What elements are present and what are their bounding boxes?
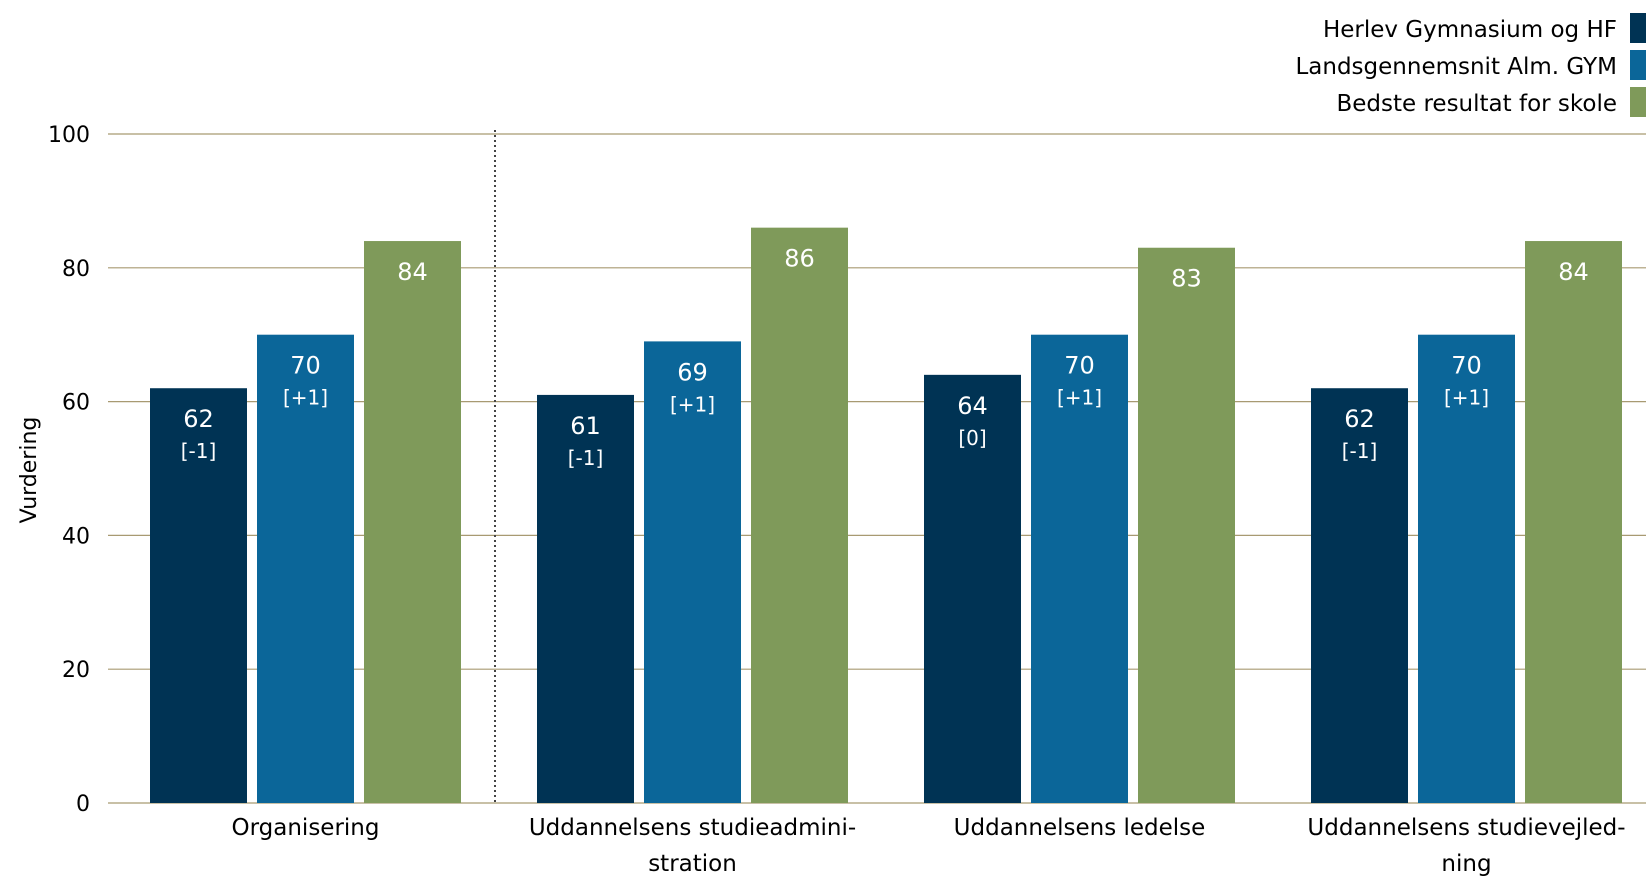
bar-value-label: 83 xyxy=(1171,265,1202,293)
bar xyxy=(1418,334,1515,803)
x-axis-category-labels: Organisering Uddannelsens studieadmini-st… xyxy=(232,815,1626,877)
bar-value-label: 61 xyxy=(570,412,601,440)
legend-swatch xyxy=(1630,13,1646,43)
bar-value-label: 64 xyxy=(957,392,988,420)
y-axis-label: Vurdering xyxy=(17,417,42,524)
bar-change-label: [+1] xyxy=(670,392,715,416)
bar xyxy=(257,334,354,803)
x-category-label: stration xyxy=(648,851,737,877)
bar-change-label: [0] xyxy=(958,426,986,450)
x-category-label: Uddannelsens studieadmini- xyxy=(529,815,856,841)
bar xyxy=(1311,388,1408,803)
bars: 62 [-1] 70 [+1] 84 61 [-1] 69 [+1] 86 64 [0] 70 [+1] 8… xyxy=(150,227,1622,804)
bar xyxy=(537,394,634,803)
bar xyxy=(364,241,461,804)
bar-value-label: 62 xyxy=(1344,405,1375,433)
x-category-label: Uddannelsens ledelse xyxy=(954,815,1206,841)
bar-change-label: [-1] xyxy=(181,439,217,463)
bar-value-label: 70 xyxy=(290,352,321,380)
bar-change-label: [-1] xyxy=(1342,439,1378,463)
y-tick-label: 80 xyxy=(62,257,90,282)
legend-swatch xyxy=(1630,50,1646,80)
bar-change-label: [+1] xyxy=(1444,386,1489,410)
x-category-label: Organisering xyxy=(232,815,380,841)
bar-value-label: 70 xyxy=(1064,352,1095,380)
y-tick-label: 60 xyxy=(62,391,90,416)
bar-value-label: 70 xyxy=(1451,352,1482,380)
bar-value-label: 69 xyxy=(677,358,708,386)
legend-label: Herlev Gymnasium og HF xyxy=(1323,17,1617,43)
bar xyxy=(150,388,247,803)
bar xyxy=(1525,241,1622,804)
y-tick-label: 40 xyxy=(62,524,90,549)
x-category-label: Uddannelsens studievejled- xyxy=(1307,815,1625,841)
bar-change-label: [+1] xyxy=(1057,386,1102,410)
y-tick-label: 100 xyxy=(48,123,90,148)
bar-value-label: 84 xyxy=(397,258,428,286)
legend-swatch xyxy=(1630,87,1646,117)
bar-value-label: 86 xyxy=(784,245,815,273)
bar-value-label: 84 xyxy=(1558,258,1589,286)
bar xyxy=(751,227,848,803)
bar-change-label: [+1] xyxy=(283,386,328,410)
bar-change-label: [-1] xyxy=(568,446,604,470)
y-axis-ticks: 0 20 40 60 80 100 xyxy=(48,123,90,817)
y-tick-label: 20 xyxy=(62,658,90,683)
legend-label: Bedste resultat for skole xyxy=(1336,91,1617,117)
x-category-label: ning xyxy=(1441,851,1491,877)
bar xyxy=(1138,247,1235,804)
legend: Herlev Gymnasium og HF Landsgennemsnit Al… xyxy=(1295,13,1646,117)
bar-value-label: 62 xyxy=(183,405,214,433)
bar xyxy=(1031,334,1128,803)
y-tick-label: 0 xyxy=(76,792,90,817)
legend-label: Landsgennemsnit Alm. GYM xyxy=(1295,54,1617,80)
bar xyxy=(644,341,741,803)
bar xyxy=(924,374,1021,803)
